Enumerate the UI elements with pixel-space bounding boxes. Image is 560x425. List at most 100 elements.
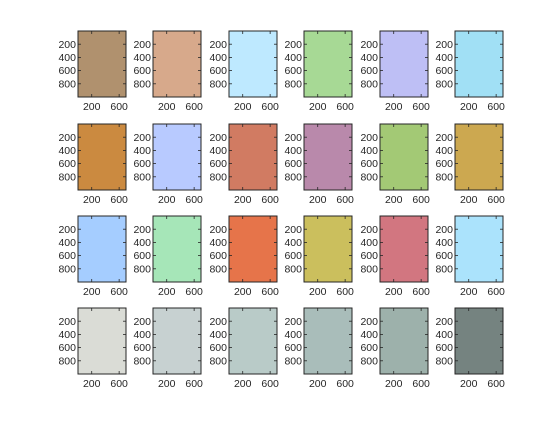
y-tick-label: 200 — [360, 132, 378, 144]
y-tick-label: 800 — [360, 171, 378, 183]
y-tick-label: 600 — [209, 65, 227, 77]
x-tick-label: 200 — [158, 286, 176, 298]
y-tick-label: 400 — [133, 52, 151, 64]
color-swatch — [152, 215, 202, 283]
y-tick-label: 800 — [133, 263, 151, 275]
y-tick-label: 400 — [58, 52, 76, 64]
y-tick-label: 800 — [209, 355, 227, 367]
y-tick-label: 400 — [284, 329, 302, 341]
x-tick-label: 200 — [460, 378, 478, 390]
x-tick-label: 200 — [234, 101, 252, 113]
x-tick-label: 200 — [460, 194, 478, 206]
y-tick-label: 400 — [133, 329, 151, 341]
y-tick-label: 600 — [284, 158, 302, 170]
y-tick-label: 800 — [133, 355, 151, 367]
y-tick-label: 600 — [284, 342, 302, 354]
x-tick-label: 600 — [185, 378, 203, 390]
y-tick-label: 600 — [360, 342, 378, 354]
x-tick-label: 600 — [110, 194, 128, 206]
x-tick-label: 200 — [83, 286, 101, 298]
color-swatch — [228, 30, 278, 98]
x-tick-label: 600 — [487, 378, 505, 390]
y-tick-label: 600 — [133, 250, 151, 262]
y-tick-label: 600 — [284, 250, 302, 262]
x-tick-label: 600 — [110, 378, 128, 390]
y-tick-label: 800 — [58, 355, 76, 367]
y-tick-label: 400 — [435, 237, 453, 249]
x-tick-label: 600 — [336, 286, 354, 298]
color-swatch — [228, 123, 278, 191]
y-tick-label: 600 — [58, 65, 76, 77]
color-swatch — [228, 307, 278, 375]
y-tick-label: 800 — [435, 355, 453, 367]
y-tick-label: 800 — [133, 171, 151, 183]
x-tick-label: 600 — [110, 286, 128, 298]
color-swatch — [303, 307, 353, 375]
color-swatch — [379, 123, 429, 191]
y-tick-label: 800 — [284, 263, 302, 275]
x-tick-label: 600 — [412, 378, 430, 390]
y-tick-label: 600 — [435, 65, 453, 77]
y-tick-label: 200 — [133, 39, 151, 51]
color-swatch — [379, 215, 429, 283]
x-tick-label: 200 — [234, 378, 252, 390]
x-tick-label: 600 — [487, 194, 505, 206]
y-tick-label: 200 — [58, 224, 76, 236]
y-tick-label: 400 — [209, 52, 227, 64]
y-tick-label: 800 — [435, 78, 453, 90]
x-tick-label: 600 — [487, 101, 505, 113]
x-tick-label: 600 — [261, 101, 279, 113]
y-tick-label: 400 — [360, 52, 378, 64]
x-tick-label: 600 — [412, 101, 430, 113]
y-tick-label: 200 — [209, 39, 227, 51]
x-tick-label: 600 — [261, 194, 279, 206]
y-tick-label: 800 — [435, 171, 453, 183]
y-tick-label: 600 — [133, 342, 151, 354]
y-tick-label: 400 — [209, 329, 227, 341]
x-tick-label: 200 — [83, 194, 101, 206]
x-tick-label: 200 — [309, 194, 327, 206]
color-swatch — [454, 123, 504, 191]
x-tick-label: 200 — [158, 101, 176, 113]
x-tick-label: 200 — [158, 194, 176, 206]
y-tick-label: 800 — [209, 78, 227, 90]
y-tick-label: 400 — [435, 329, 453, 341]
x-tick-label: 600 — [185, 286, 203, 298]
x-tick-label: 200 — [83, 101, 101, 113]
y-tick-label: 400 — [58, 145, 76, 157]
y-tick-label: 600 — [435, 158, 453, 170]
x-tick-label: 600 — [412, 286, 430, 298]
color-swatch — [454, 215, 504, 283]
x-tick-label: 200 — [234, 194, 252, 206]
x-tick-label: 600 — [185, 101, 203, 113]
y-tick-label: 200 — [360, 316, 378, 328]
y-tick-label: 400 — [435, 52, 453, 64]
x-tick-label: 200 — [385, 378, 403, 390]
y-tick-label: 600 — [360, 65, 378, 77]
y-tick-label: 800 — [284, 171, 302, 183]
y-tick-label: 800 — [284, 78, 302, 90]
x-tick-label: 600 — [412, 194, 430, 206]
color-swatch — [152, 307, 202, 375]
x-tick-label: 200 — [460, 286, 478, 298]
y-tick-label: 600 — [58, 250, 76, 262]
y-tick-label: 800 — [58, 78, 76, 90]
y-tick-label: 200 — [284, 39, 302, 51]
y-tick-label: 400 — [209, 145, 227, 157]
y-tick-label: 600 — [133, 65, 151, 77]
y-tick-label: 200 — [209, 316, 227, 328]
